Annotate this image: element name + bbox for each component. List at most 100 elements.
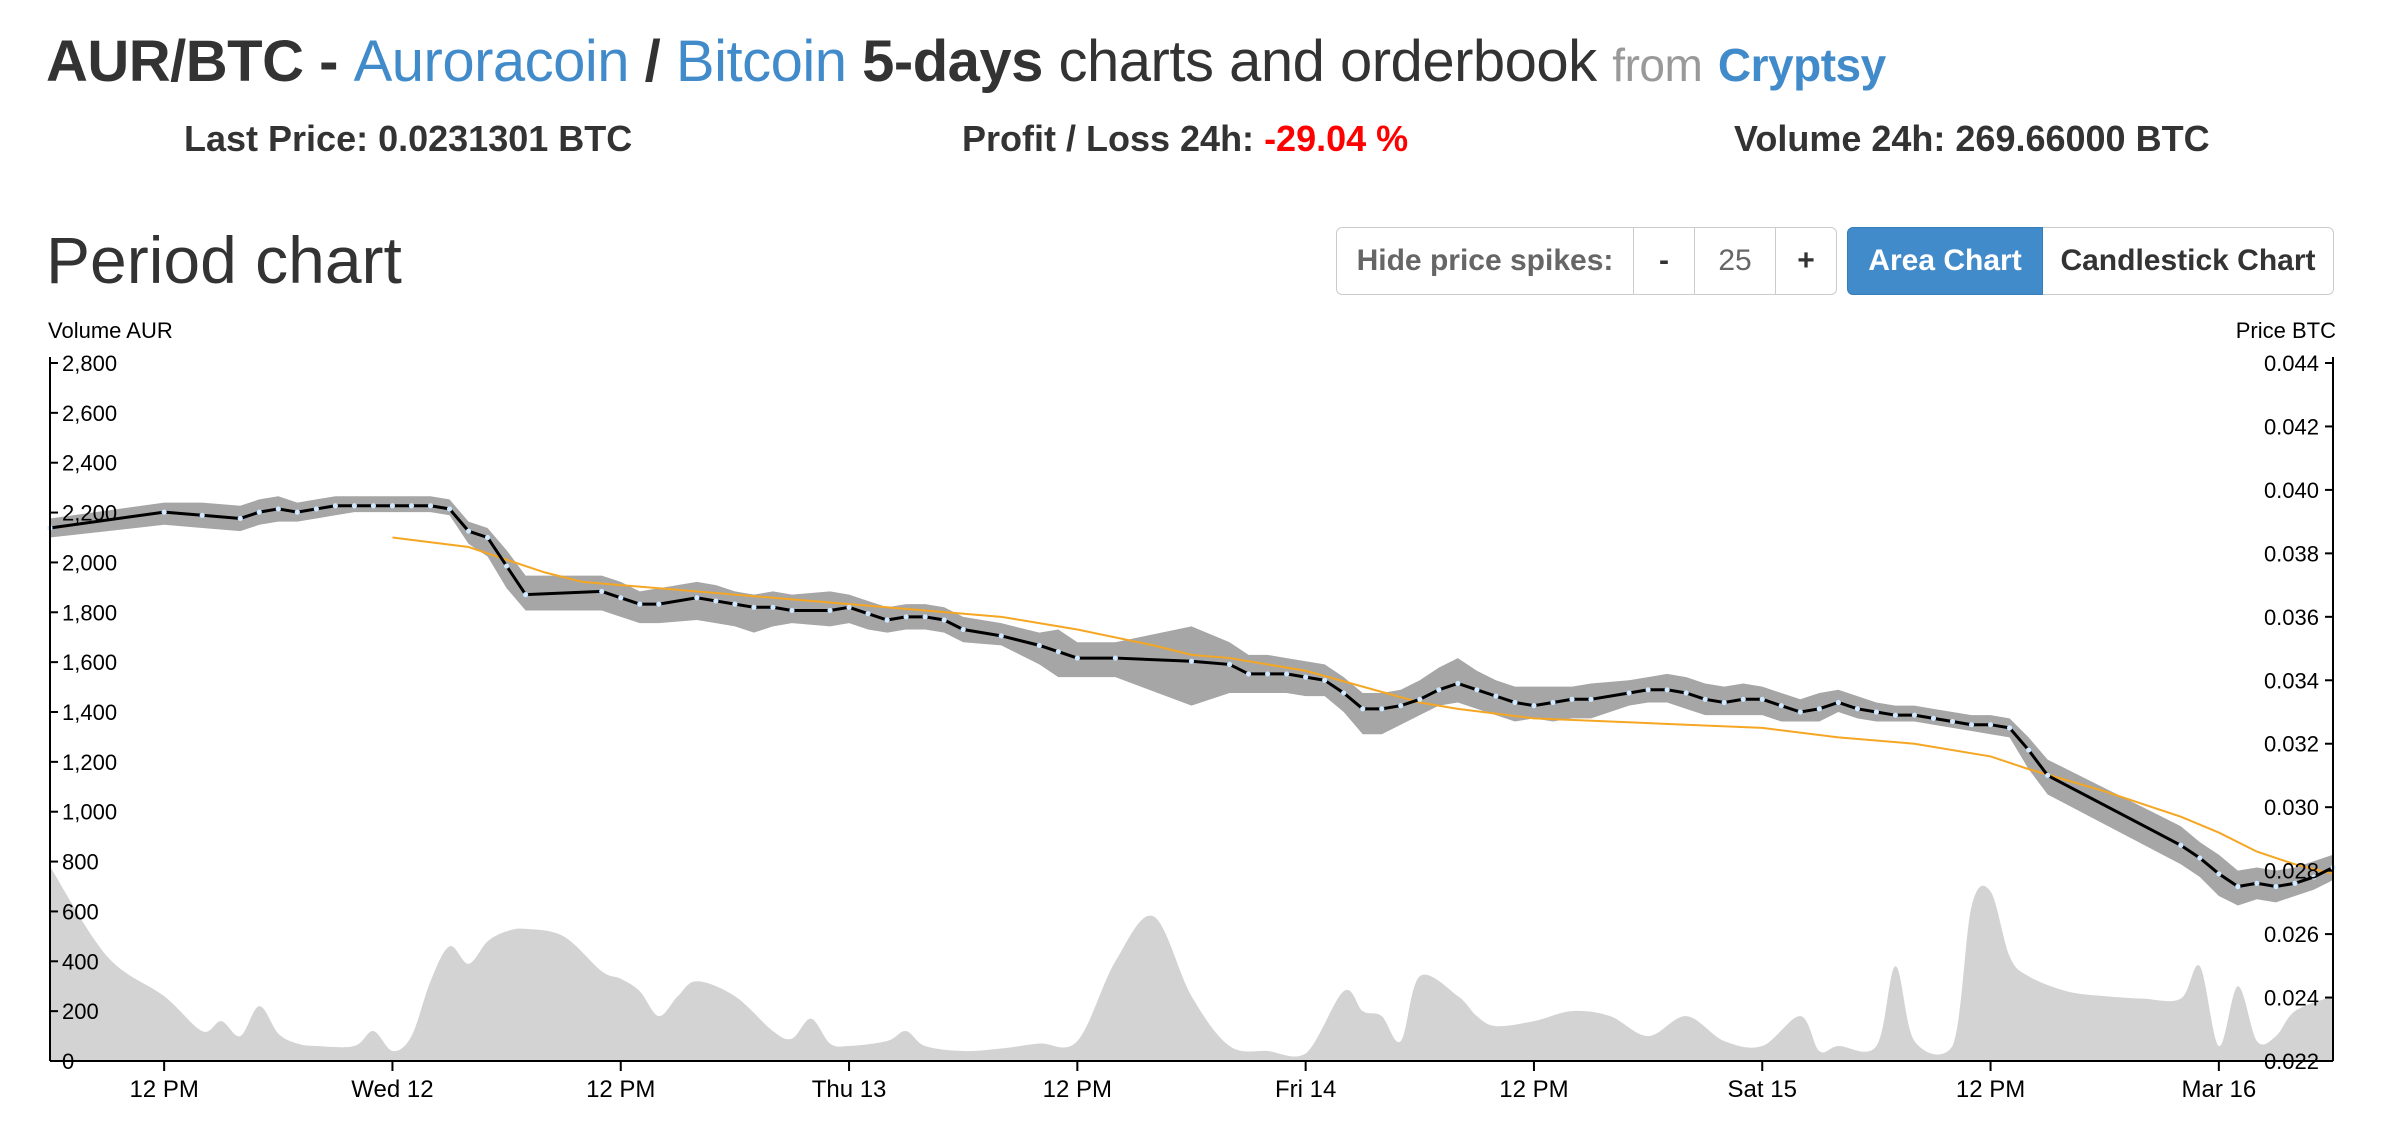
right-axis-label: Price BTC (2236, 318, 2336, 343)
candlestick-chart-button[interactable]: Candlestick Chart (2043, 227, 2334, 295)
left-tick-label: 1,400 (62, 700, 117, 725)
price-point (770, 604, 776, 610)
price-point (1512, 699, 1518, 706)
price-point (1322, 677, 1328, 683)
quote-currency-link[interactable]: Bitcoin (675, 29, 847, 94)
pair-name: AUR/BTC (46, 29, 304, 94)
price-point (865, 611, 871, 617)
right-tick-label: 0.034 (2264, 668, 2319, 693)
chart-controls: Hide price spikes: - 25 + Area Chart Can… (1336, 227, 2334, 295)
price-point (1455, 680, 1461, 687)
right-tick-label: 0.042 (2264, 414, 2319, 439)
x-tick-label: Sat 15 (1728, 1076, 1797, 1103)
area-chart-button[interactable]: Area Chart (1847, 227, 2043, 295)
price-point (1778, 703, 1784, 709)
profit-loss-stat: Profit / Loss 24h: -29.04 % (962, 118, 1408, 160)
price-point (1930, 715, 1937, 721)
x-tick-label: 12 PM (1499, 1076, 1568, 1103)
price-point (827, 607, 833, 614)
x-tick-label: 12 PM (1956, 1076, 2025, 1103)
price-range-band-layer (50, 496, 2333, 906)
right-tick-label: 0.030 (2264, 795, 2319, 820)
period-label: 5-days (862, 29, 1043, 94)
profit-loss-value: -29.04 % (1264, 118, 1409, 159)
price-point (2254, 880, 2260, 886)
price-point (1892, 712, 1899, 718)
price-point (465, 528, 472, 534)
price-point (2292, 880, 2298, 886)
price-point (161, 509, 167, 515)
price-point (1968, 722, 1975, 728)
price-point (1569, 696, 1575, 702)
right-tick-label: 0.026 (2264, 922, 2319, 947)
price-point (1245, 671, 1252, 677)
left-tick-label: 2,600 (62, 401, 117, 426)
price-point (1188, 658, 1195, 664)
price-point (732, 601, 738, 607)
left-axis-label: Volume AUR (48, 318, 173, 343)
right-tick-label: 0.024 (2264, 986, 2319, 1011)
price-point (370, 503, 377, 509)
price-point (1854, 706, 1860, 712)
x-tick-label: Thu 13 (812, 1076, 887, 1103)
price-point (427, 503, 434, 509)
price-point (960, 626, 966, 633)
price-point (1550, 699, 1556, 706)
price-point (2197, 855, 2203, 861)
price-point (1759, 696, 1765, 702)
price-point (1911, 712, 1918, 718)
price-point (789, 607, 795, 614)
left-tick-label: 600 (62, 899, 99, 924)
left-tick-label: 2,000 (62, 550, 117, 575)
title-rest: charts and orderbook (1058, 29, 1598, 94)
base-currency-link[interactable]: Auroracoin (353, 29, 630, 94)
price-point (2006, 725, 2013, 731)
right-tick-label: 0.022 (2264, 1049, 2319, 1074)
price-point (941, 617, 947, 623)
price-point (294, 509, 300, 515)
price-point (694, 595, 700, 601)
price-point (504, 563, 510, 569)
price-point (1474, 687, 1480, 693)
price-point (884, 617, 890, 623)
price-point (1398, 703, 1404, 709)
exchange-link[interactable]: Cryptsy (1717, 39, 1886, 91)
title-from: from (1612, 39, 1703, 91)
price-point (1873, 709, 1879, 715)
price-point (1265, 671, 1271, 677)
price-point (2045, 772, 2051, 779)
x-tick-label: Fri 14 (1275, 1076, 1336, 1103)
right-tick-label: 0.040 (2264, 478, 2319, 503)
price-point (1360, 706, 1366, 712)
price-point (1417, 696, 1423, 702)
price-point (1055, 649, 1061, 655)
volume-value: 269.66000 BTC (1955, 118, 2210, 159)
price-point (1284, 671, 1290, 677)
last-price-label: Last Price: (184, 118, 369, 159)
spikes-increase-button[interactable]: + (1776, 227, 1837, 295)
price-point (1816, 706, 1822, 712)
price-point (751, 604, 757, 610)
price-point (998, 633, 1004, 639)
price-point (599, 588, 605, 595)
volume-stat: Volume 24h: 269.66000 BTC (1734, 118, 2210, 160)
profit-loss-label: Profit / Loss 24h: (962, 118, 1255, 159)
left-tick-label: 1,000 (62, 800, 117, 825)
price-point (713, 598, 719, 604)
section-title: Period chart (46, 223, 402, 297)
price-point (2273, 883, 2279, 890)
right-tick-label: 0.038 (2264, 541, 2319, 566)
price-point (2311, 874, 2317, 880)
price-point (1626, 690, 1632, 696)
price-point (408, 503, 415, 509)
price-point (1226, 661, 1233, 668)
price-point (1588, 696, 1594, 702)
price-point (199, 512, 205, 518)
price-point (446, 506, 453, 512)
spikes-decrease-button[interactable]: - (1634, 227, 1695, 295)
spikes-value: 25 (1695, 227, 1776, 295)
price-point (1797, 709, 1803, 715)
price-point (1721, 699, 1727, 706)
price-point (656, 601, 662, 607)
